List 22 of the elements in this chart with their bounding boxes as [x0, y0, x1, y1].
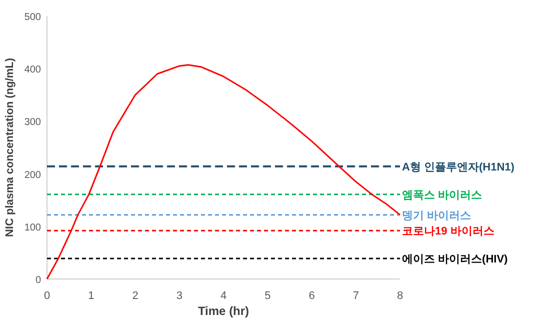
- x-tick-label: 8: [396, 290, 404, 302]
- x-tick-label: 5: [264, 290, 271, 302]
- y-axis-title: NIC plasma concentration (ng/mL): [4, 58, 16, 238]
- ref-line-label: 뎅기 바이러스: [402, 210, 472, 222]
- ref-line-label: 에이즈 바이러스(HIV): [402, 253, 508, 266]
- x-tick-label: 6: [308, 290, 315, 302]
- y-tick-label: 400: [24, 64, 42, 76]
- x-tick-label: 3: [176, 290, 182, 302]
- x-axis-title: Time (hr): [198, 304, 250, 318]
- y-tick-label: 200: [24, 170, 42, 181]
- ref-line-label: A형 인플루엔자(H1N1): [402, 161, 515, 174]
- y-tick-label: 300: [24, 117, 42, 128]
- y-tick-label: 0: [35, 275, 42, 286]
- y-tick-label: 100: [24, 222, 42, 234]
- ref-line-label: 코로나19 바이러스: [402, 226, 494, 238]
- y-tick-label: 500: [24, 12, 42, 23]
- ref-line-label: 엠폭스 바이러스: [402, 189, 482, 202]
- x-tick-label: 1: [88, 290, 94, 302]
- x-tick-label: 4: [220, 290, 227, 302]
- x-tick-label: 0: [44, 290, 50, 302]
- x-tick-label: 2: [132, 290, 138, 302]
- x-tick-label: 7: [352, 290, 359, 302]
